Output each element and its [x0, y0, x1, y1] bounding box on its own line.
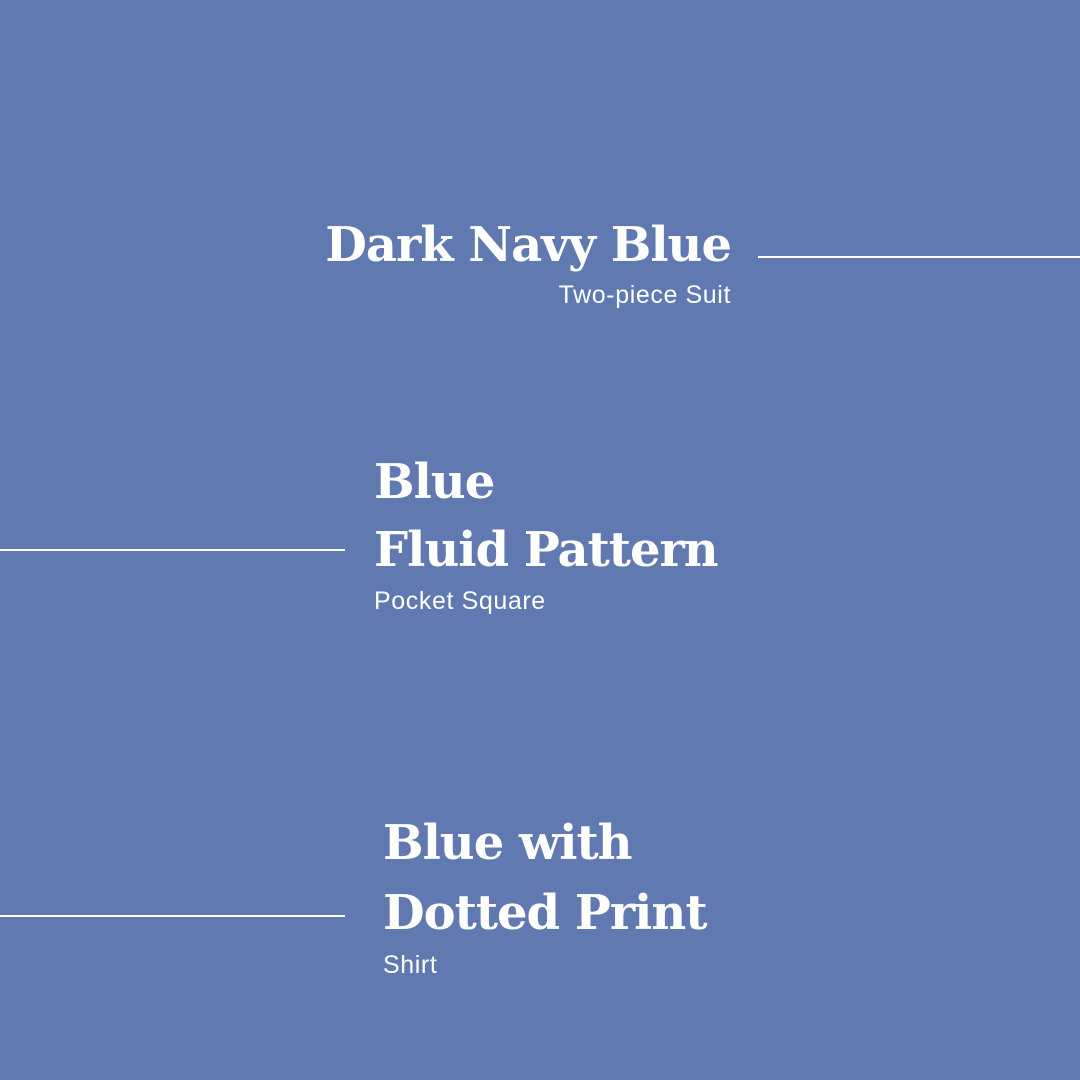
item-subtitle-shirt: Shirt: [383, 951, 438, 979]
item-title-line: Dark Navy Blue: [325, 217, 732, 273]
item-title-line: Dotted Print: [383, 885, 707, 941]
leader-line-suit: [758, 256, 1080, 258]
item-title-line: Blue: [374, 454, 495, 510]
leader-line-pocket-square: [0, 549, 345, 551]
item-label-suit: Dark Navy Blue Two-piece Suit: [325, 212, 732, 310]
item-title-suit: Dark Navy Blue: [325, 212, 732, 278]
item-subtitle-pocket-square: Pocket Square: [374, 587, 546, 615]
item-title-line: Blue with: [383, 815, 633, 871]
item-title-line: Fluid Pattern: [374, 522, 719, 578]
item-label-pocket-square: Blue Fluid Pattern Pocket Square: [374, 448, 719, 616]
item-title-pocket-square: Blue Fluid Pattern: [374, 448, 719, 584]
item-label-shirt: Blue with Dotted Print Shirt: [383, 808, 707, 980]
item-title-shirt: Blue with Dotted Print: [383, 808, 707, 948]
leader-line-shirt: [0, 915, 345, 917]
item-subtitle-suit: Two-piece Suit: [558, 281, 731, 309]
